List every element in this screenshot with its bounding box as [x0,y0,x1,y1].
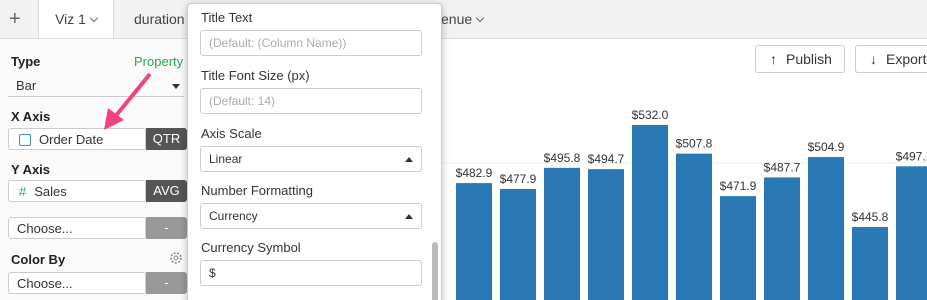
data-label: $487.7 [764,160,801,174]
select[interactable]: Linear [200,146,422,172]
property-popup: Title Text (Default: (Column Name)) Titl… [187,3,442,300]
export-button[interactable]: ↓ Export [855,45,927,73]
input[interactable]: $ [200,260,422,286]
property-link[interactable]: Property [134,54,184,69]
bar [896,166,927,300]
tab-bar: + Viz 1 duration enue [0,0,927,39]
bar [456,183,492,300]
bar [852,227,888,300]
select[interactable]: Currency [200,203,422,229]
data-label: $507.8 [676,137,713,151]
data-label: $494.7 [588,152,625,166]
tab[interactable]: duration [134,11,185,27]
bar [676,153,712,300]
choose-btn[interactable]: - [146,217,187,239]
label: Export [886,51,927,67]
bar [632,125,668,300]
annotation-arrow [104,72,152,130]
choose[interactable]: Choose... [8,217,146,239]
x-field[interactable]: Order Date [8,128,146,150]
data-label: $445.8 [852,210,889,224]
label: Publish [786,51,832,67]
data-label: $504.9 [808,140,845,154]
scrollbar[interactable] [432,242,438,300]
bar [720,196,756,300]
data-label: $495.8 [544,151,581,165]
label: X Axis [11,109,51,124]
bar [808,157,844,300]
label: Axis Scale [201,126,262,141]
left-panel: Type Property Bar X Axis Order Date QTR … [0,39,187,300]
tab[interactable]: Viz 1 [38,0,114,38]
label: Title Text [201,10,253,25]
value: Currency [209,209,258,223]
input[interactable]: (Default: (Column Name)) [200,30,422,56]
color-by[interactable]: Choose... [8,272,146,294]
label: Y Axis [11,162,51,177]
y-agg[interactable]: AVG [146,180,187,202]
bar [764,177,800,300]
type-select[interactable]: Bar [8,75,184,97]
bar [544,167,580,300]
data-label: $477.9 [500,172,537,186]
tab[interactable]: enue [441,0,483,38]
value: Sales [34,184,67,199]
value: Linear [209,152,243,166]
x-agg[interactable]: QTR [146,128,187,150]
y-field[interactable]: # Sales [8,180,146,202]
data-label: $471.9 [720,179,757,193]
value: Order Date [39,132,104,147]
value: Bar [16,78,37,93]
color-by-btn[interactable]: - [146,272,187,294]
bar [500,189,536,300]
input[interactable]: (Default: 14) [200,88,422,114]
publish-button[interactable]: ↑ Publish [755,45,845,73]
gear-icon[interactable] [169,251,183,265]
label: Title Font Size (px) [201,68,310,83]
icon: # [19,184,27,199]
add-tab[interactable]: + [9,8,21,30]
label: Number Formatting [201,183,313,198]
label: Color By [11,252,66,267]
bar [588,169,624,300]
data-label: $497.1 [896,149,927,163]
label: Type [11,54,41,69]
label: Currency Symbol [201,240,301,255]
data-label: $532.0 [632,108,669,122]
data-label: $482.9 [456,166,493,180]
